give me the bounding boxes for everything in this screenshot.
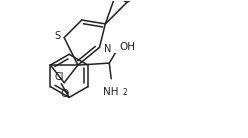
Text: OH: OH (119, 43, 135, 52)
Text: N: N (104, 44, 111, 54)
Text: Cl: Cl (55, 72, 64, 82)
Text: 2: 2 (123, 88, 128, 97)
Text: S: S (54, 31, 60, 41)
Text: O: O (60, 89, 68, 99)
Text: NH: NH (103, 87, 119, 97)
